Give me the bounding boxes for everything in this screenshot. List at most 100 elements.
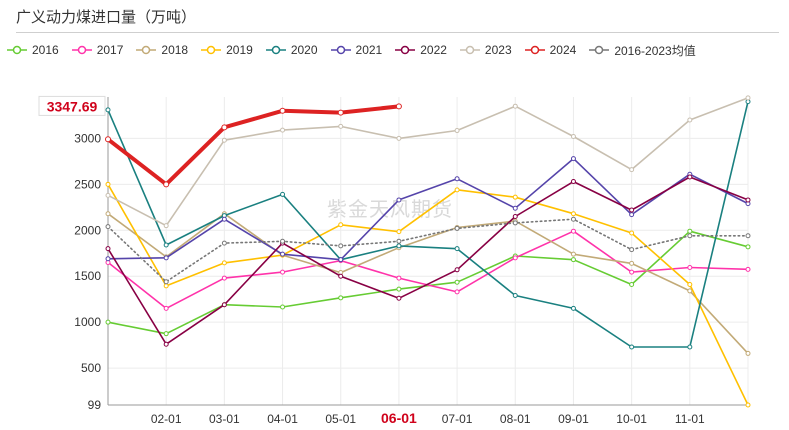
data-point (337, 109, 344, 116)
data-point (512, 213, 518, 219)
legend-item[interactable]: 2021 (330, 43, 383, 57)
data-point (396, 197, 402, 203)
data-point (512, 220, 518, 226)
x-tick-label: 11-01 (675, 412, 705, 426)
data-point (687, 288, 693, 294)
x-tick-label: 05-01 (325, 412, 356, 426)
data-point (221, 260, 227, 266)
data-point (221, 302, 227, 308)
data-point (570, 216, 576, 222)
legend-marker-icon (459, 45, 480, 55)
series-line-2023 (107, 97, 749, 227)
y-tick-label: 1500 (74, 269, 101, 283)
legend-label: 2024 (549, 43, 577, 57)
data-point (163, 331, 169, 337)
series-line-2022 (107, 176, 749, 345)
chart-title: 广义动力煤进口量（万吨） (16, 8, 197, 26)
legend-item[interactable]: 2016-2023均值 (588, 42, 696, 59)
data-point (221, 216, 227, 222)
data-point (454, 176, 460, 182)
legend-label: 2017 (96, 43, 124, 57)
legend-marker-icon (589, 45, 610, 55)
data-point (163, 279, 169, 285)
legend-item[interactable]: 2024 (524, 43, 577, 57)
data-point (570, 134, 576, 140)
data-point (105, 107, 111, 113)
x-tick-label: 10-01 (616, 412, 647, 426)
data-point (687, 117, 693, 123)
legend-marker-icon (330, 45, 351, 55)
legend-label: 2020 (290, 43, 318, 57)
legend-marker-icon (71, 45, 92, 55)
data-point (745, 350, 751, 356)
series-line-2024 (106, 104, 401, 187)
legend-label: 2016-2023均值 (614, 43, 696, 58)
data-point (512, 103, 518, 109)
data-point (221, 240, 227, 246)
legend-item[interactable]: 2017 (71, 43, 124, 57)
legend-label: 2018 (161, 43, 189, 57)
x-tick-label: 07-01 (442, 412, 473, 426)
legend-marker-icon (201, 45, 222, 55)
data-point (629, 212, 635, 218)
data-point (396, 238, 402, 244)
data-point (570, 179, 576, 185)
legend-item[interactable]: 2016 (6, 43, 59, 57)
data-point (687, 344, 693, 350)
series-line-2021 (107, 157, 749, 261)
data-point (338, 243, 344, 249)
data-point (745, 233, 751, 239)
data-point (629, 269, 635, 275)
data-point (570, 211, 576, 217)
data-point (163, 305, 169, 311)
data-point (629, 282, 635, 288)
legend-label: 2021 (355, 43, 383, 57)
data-point (512, 205, 518, 211)
x-tick-label: 04-01 (267, 412, 298, 426)
x-tick-label: 06-01 (381, 410, 417, 426)
data-point (629, 230, 635, 236)
x-tick-label: 03-01 (209, 412, 240, 426)
data-point (338, 295, 344, 301)
x-tick-label: 02-01 (151, 412, 182, 426)
legend-marker-icon (524, 45, 545, 55)
data-point (512, 255, 518, 261)
data-point (105, 136, 111, 143)
data-point (163, 283, 169, 289)
data-point (454, 289, 460, 295)
legend: 2016 2017 2018 2019 2020 2021 2022 2023 2024 2016… (6, 40, 708, 60)
data-point (629, 167, 635, 173)
data-point (396, 286, 402, 292)
data-point (280, 238, 286, 244)
latest-value-label: 3347.69 (47, 98, 98, 114)
y-tick-label: 99 (88, 398, 102, 412)
legend-item[interactable]: 2020 (265, 43, 318, 57)
data-point (396, 295, 402, 301)
data-point (163, 341, 169, 347)
data-point (454, 225, 460, 231)
data-point (396, 135, 402, 141)
legend-item[interactable]: 2023 (459, 43, 512, 57)
data-point (280, 269, 286, 275)
data-point (454, 128, 460, 134)
legend-marker-icon (136, 45, 157, 55)
series-line-2020 (107, 100, 749, 348)
legend-item[interactable]: 2022 (394, 43, 447, 57)
data-point (745, 95, 751, 101)
data-point (629, 207, 635, 213)
latest-value-box (38, 95, 106, 116)
legend-marker-icon (7, 45, 27, 55)
data-point (687, 174, 693, 180)
data-point (396, 275, 402, 281)
legend-item[interactable]: 2018 (135, 43, 188, 57)
data-point (280, 304, 286, 310)
data-point (105, 181, 111, 187)
data-point (338, 123, 344, 129)
data-point (570, 251, 576, 257)
data-point (105, 224, 111, 230)
data-point (570, 257, 576, 263)
legend-item[interactable]: 2019 (200, 43, 253, 57)
data-point (687, 233, 693, 239)
series-line-2017 (107, 230, 749, 310)
data-point (745, 402, 751, 408)
